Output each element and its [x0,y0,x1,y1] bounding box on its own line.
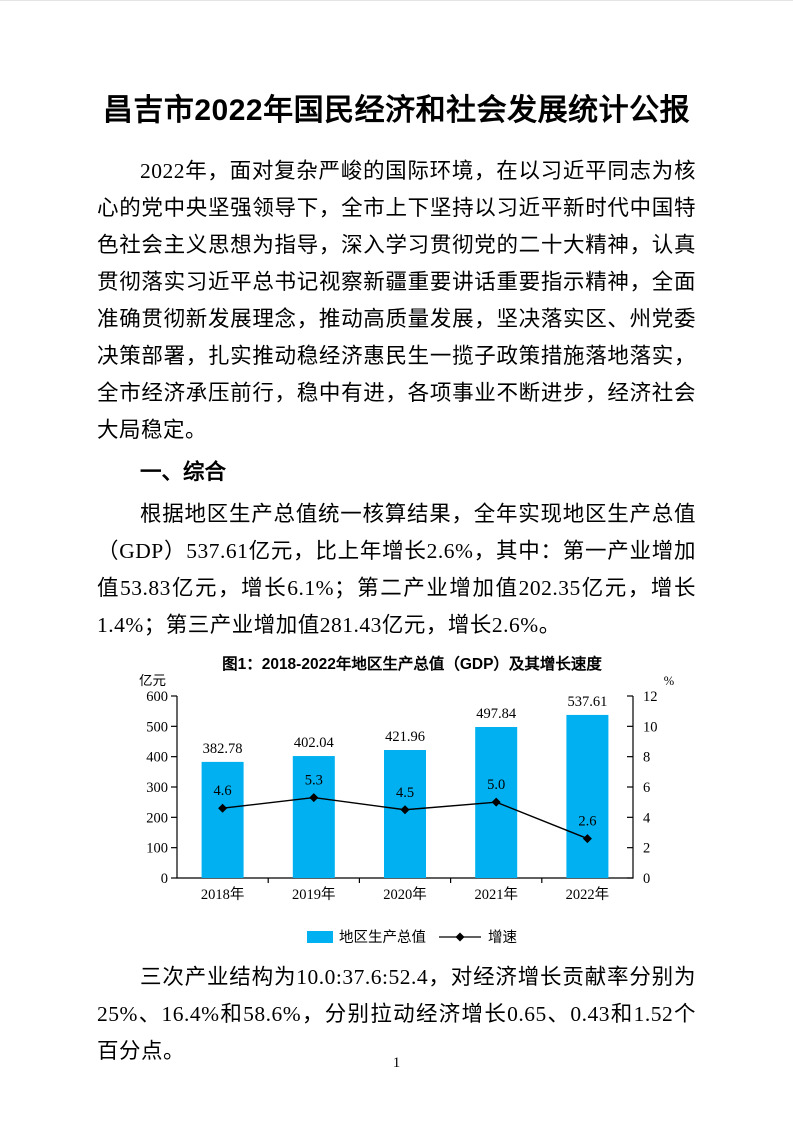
svg-text:497.84: 497.84 [476,706,517,722]
growth-marker-icon [309,793,319,803]
chart-title: 图1：2018-2022年地区生产总值（GDP）及其增长速度 [222,656,602,673]
svg-text:100: 100 [146,841,168,857]
svg-text:300: 300 [146,780,168,796]
category-label: 2022年 [566,886,610,903]
svg-text:4.6: 4.6 [214,783,232,799]
growth-marker-icon [400,805,410,815]
gdp-legend-label: 地区生产总值 [339,930,426,946]
svg-text:10: 10 [643,719,658,735]
svg-text:2: 2 [643,841,650,857]
category-label: 2019年 [292,886,336,903]
svg-text:5.0: 5.0 [487,777,505,793]
growth-marker-icon [582,834,592,844]
right-axis: 0 2 4 6 8 10 12% [627,674,674,887]
svg-text:402.04: 402.04 [294,735,335,751]
svg-text:382.78: 382.78 [203,741,243,757]
category-label: 2020年 [383,886,427,903]
section-heading-1: 一、综合 [140,460,227,484]
svg-text:600: 600 [146,689,168,705]
svg-text:8: 8 [643,750,650,766]
structure-paragraph: 三次产业结构为10.0:37.6:52.4，对经济增长贡献率分别为25%、16.… [97,965,696,1063]
growth-line-group: 4.6 5.3 4.5 5.0 2.6 [214,773,596,844]
growth-legend-label: 增速 [488,930,517,946]
svg-text:5.3: 5.3 [305,773,323,789]
x-axis: 2018年 2019年 2020年 2021年 2022年 [201,878,609,903]
svg-text:4.5: 4.5 [396,785,414,801]
chart-legend: 地区生产总值 增速 [131,926,693,947]
svg-text:4: 4 [643,810,651,826]
svg-text:500: 500 [146,719,168,735]
svg-text:%: % [664,674,674,688]
page-number: 1 [392,1055,401,1071]
svg-text:400: 400 [146,750,168,766]
document-title: 昌吉市2022年国民经济和社会发展统计公报 [102,94,691,127]
svg-text:0: 0 [161,871,168,887]
svg-text:537.61: 537.61 [567,694,607,710]
gdp-chart-figure: 图1：2018-2022年地区生产总值（GDP）及其增长速度 0 100 200 30… [131,652,693,947]
svg-text:亿元: 亿元 [139,674,166,688]
legend-item-gdp: 地区生产总值 [307,926,426,947]
gdp-paragraph: 根据地区生产总值统一核算结果，全年实现地区生产总值（GDP）537.61亿元，比… [97,502,696,637]
growth-marker-icon [491,797,501,807]
gdp-bar [292,756,335,878]
growth-line-marker-icon [439,932,481,941]
svg-text:200: 200 [146,810,168,826]
category-label: 2018年 [201,886,245,903]
gdp-bar [566,714,609,878]
svg-text:421.96: 421.96 [385,729,425,745]
svg-text:0: 0 [643,871,650,887]
growth-marker-icon [218,803,228,813]
intro-paragraph: 2022年，面对复杂严峻的国际环境，在以习近平同志为核心的党中央坚强领导下，全市… [97,159,696,442]
legend-item-growth: 增速 [438,926,517,947]
category-label: 2021年 [474,886,518,903]
gdp-bar-swatch-icon [307,930,333,943]
svg-text:6: 6 [643,780,650,796]
svg-text:2.6: 2.6 [578,814,596,830]
svg-text:12: 12 [643,689,658,705]
gdp-bar [201,761,244,878]
bar-value-labels: 382.78 402.04 421.96 497.84 537.61 [203,694,608,757]
